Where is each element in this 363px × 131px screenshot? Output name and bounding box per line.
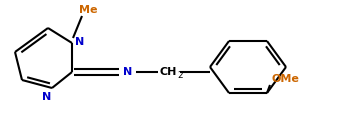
Text: 2: 2 <box>177 72 183 81</box>
Text: CH: CH <box>160 67 178 77</box>
Text: N: N <box>42 92 51 102</box>
Text: OMe: OMe <box>272 74 300 84</box>
Text: N: N <box>123 67 132 77</box>
Text: Me: Me <box>79 5 97 15</box>
Text: N: N <box>75 37 84 47</box>
